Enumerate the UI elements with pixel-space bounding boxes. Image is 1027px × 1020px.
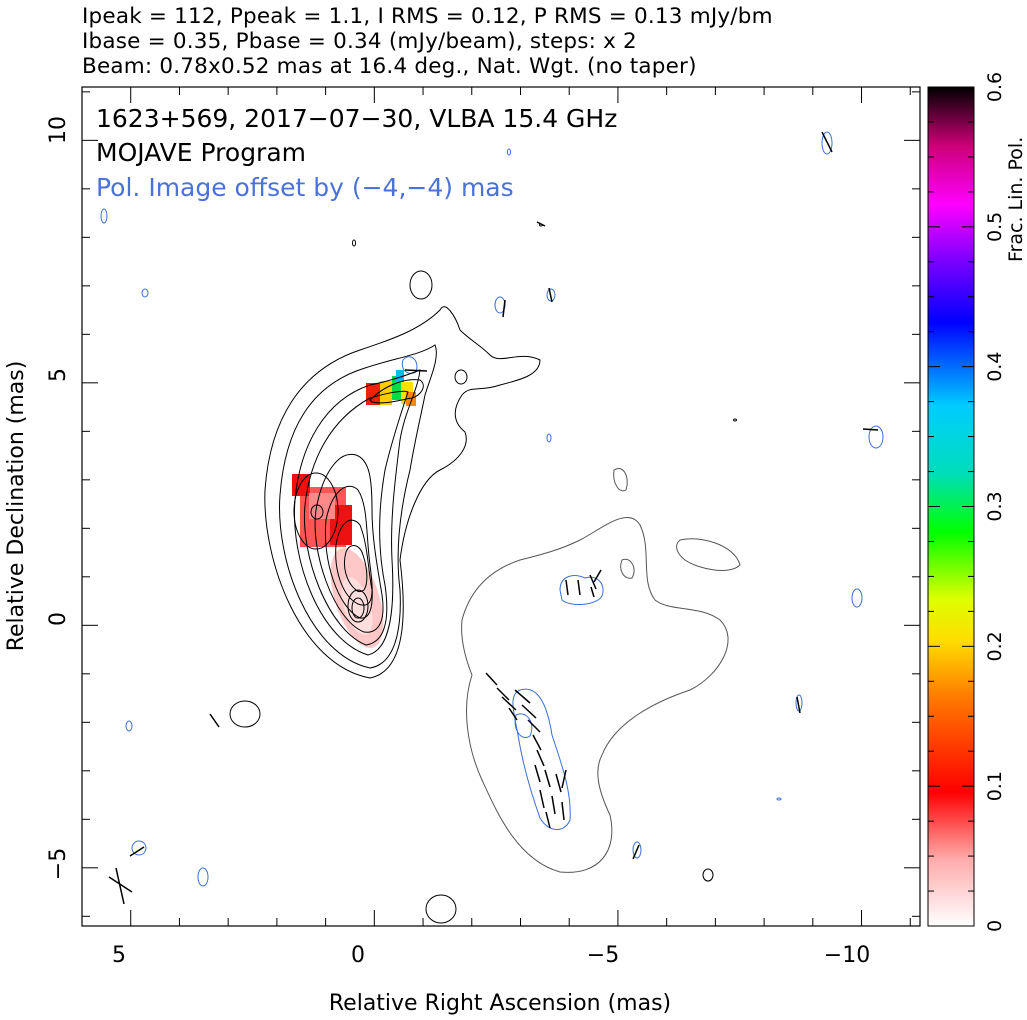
total-intensity-contours — [229, 223, 741, 924]
header-line-2: Ibase = 0.35, Pbase = 0.34 (mJy/beam), s… — [82, 29, 637, 54]
y-axis-label: Relative Declination (mas) — [4, 361, 29, 652]
colorbar-ticks — [928, 86, 974, 927]
x-axis-label: Relative Right Ascension (mas) — [329, 991, 671, 1016]
colorbar-tick-label: 0.5 — [984, 212, 1006, 242]
x-tick-label-5: 5 — [112, 943, 126, 968]
header-line-1: Ipeak = 112, Ppeak = 1.1, I RMS = 0.12, … — [82, 4, 773, 29]
colorbar-tick-label: 0 — [984, 920, 1006, 932]
x-tick-label-minus5: −5 — [587, 943, 619, 968]
axis-ticks — [81, 87, 920, 926]
x-tick-label-minus10: −10 — [824, 943, 870, 968]
colorbar-tick-label: 0.2 — [984, 631, 1006, 661]
y-tick-label-minus5: −5 — [46, 848, 71, 880]
colorbar-tick-label: 0.4 — [984, 352, 1006, 382]
colorbar-label: Frac. Lin. Pol. — [1005, 137, 1027, 262]
header-line-3: Beam: 0.78x0.52 mas at 16.4 deg., Nat. W… — [82, 54, 697, 79]
beam-marker — [108, 867, 133, 905]
colorbar-tick-label: 0.3 — [984, 491, 1006, 521]
polarized-intensity-contours — [100, 131, 884, 887]
plot-frame — [81, 86, 921, 927]
y-tick-label-0: 0 — [46, 612, 71, 626]
evpa-vectors — [129, 131, 879, 860]
colorbar-tick-label: 0.1 — [984, 771, 1006, 801]
y-tick-label-5: 5 — [46, 368, 71, 382]
program-annotation: MOJAVE Program — [96, 138, 306, 167]
source-annotation: 1623+569, 2017−07−30, VLBA 15.4 GHz — [96, 104, 617, 133]
jet-bend-pol-patch — [366, 383, 380, 405]
colorbar-tick-label: 0.6 — [984, 72, 1006, 102]
y-tick-label-10: 10 — [46, 116, 71, 144]
colorbar-tick-labels: 0 0.1 0.2 0.3 0.4 0.5 0.6 — [984, 72, 1006, 932]
x-tick-label-0: 0 — [351, 943, 365, 968]
offset-annotation: Pol. Image offset by (−4,−4) mas — [96, 173, 514, 202]
